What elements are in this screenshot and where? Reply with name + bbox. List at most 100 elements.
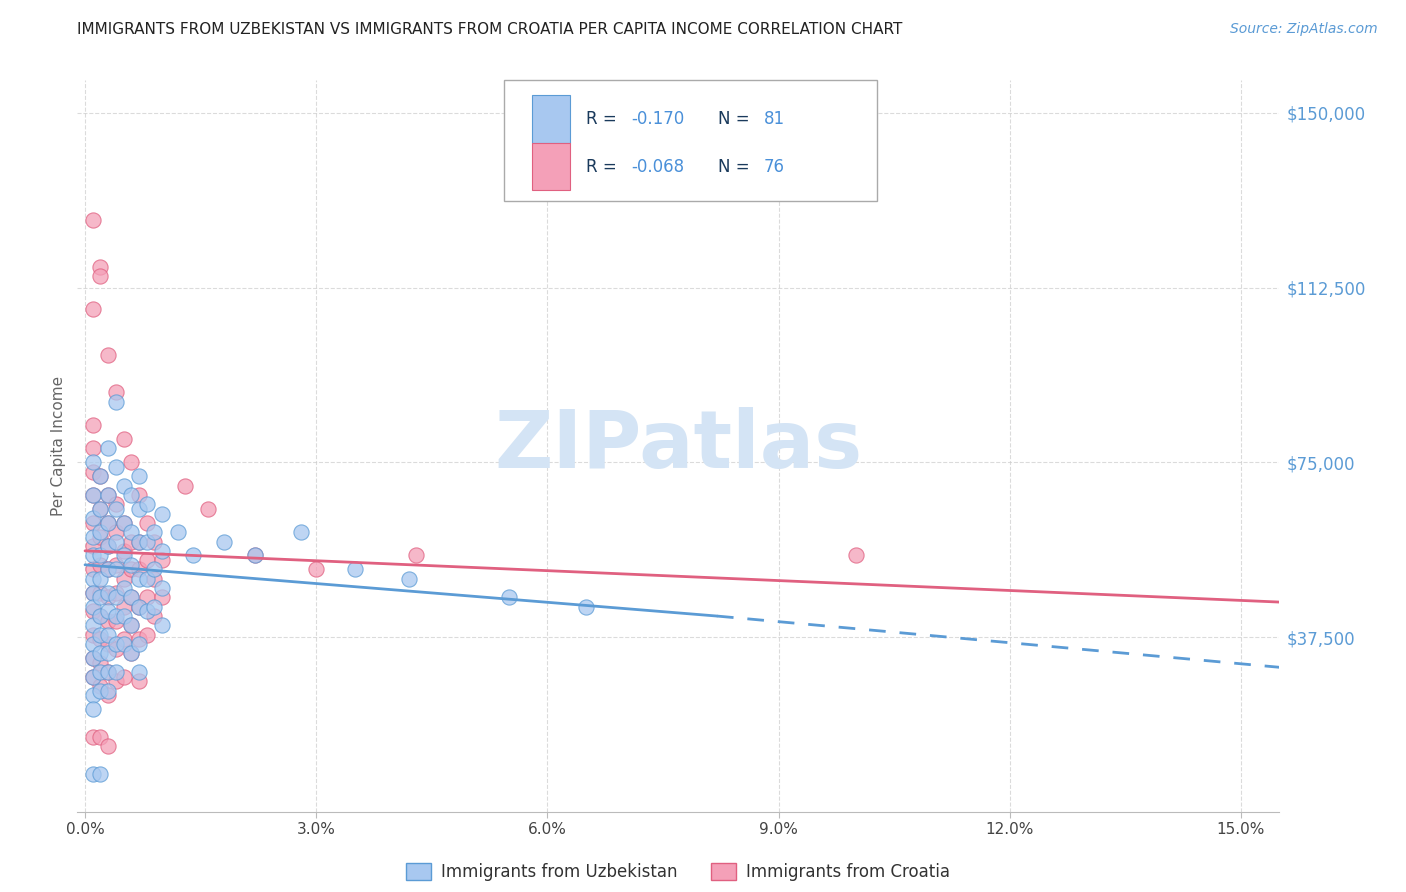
- Point: [82, 442, 104, 456]
- Point: [82, 539, 104, 553]
- Point: [112, 609, 135, 624]
- Point: [112, 549, 135, 563]
- Point: [120, 534, 142, 549]
- Point: [128, 572, 150, 586]
- Point: [89, 628, 111, 642]
- Point: [128, 534, 150, 549]
- Point: [112, 516, 135, 530]
- Point: [89, 502, 111, 516]
- Point: [243, 549, 266, 563]
- Point: [166, 525, 188, 540]
- Point: [97, 604, 120, 618]
- Point: [104, 674, 127, 689]
- Point: [128, 632, 150, 647]
- Point: [89, 586, 111, 600]
- Point: [89, 502, 111, 516]
- Point: [128, 534, 150, 549]
- Point: [89, 665, 111, 679]
- Point: [97, 628, 120, 642]
- Point: [89, 609, 111, 624]
- Point: [290, 525, 312, 540]
- Point: [135, 534, 157, 549]
- Point: [120, 618, 142, 632]
- Point: [82, 488, 104, 502]
- Point: [97, 591, 120, 605]
- Point: [128, 599, 150, 614]
- Point: [82, 530, 104, 544]
- Point: [135, 553, 157, 567]
- Point: [97, 688, 120, 702]
- Point: [150, 544, 173, 558]
- Point: [89, 268, 111, 283]
- Point: [135, 604, 157, 618]
- Point: [104, 525, 127, 540]
- FancyBboxPatch shape: [505, 80, 877, 201]
- Point: [112, 599, 135, 614]
- Point: [89, 469, 111, 483]
- Point: [305, 562, 328, 576]
- Point: [104, 591, 127, 605]
- Point: [89, 679, 111, 693]
- Point: [82, 465, 104, 479]
- Point: [89, 572, 111, 586]
- Point: [112, 516, 135, 530]
- Point: [89, 609, 111, 624]
- Point: [82, 702, 104, 716]
- Point: [97, 586, 120, 600]
- Point: [97, 442, 120, 456]
- Point: [104, 534, 127, 549]
- Point: [120, 488, 142, 502]
- Point: [82, 488, 104, 502]
- Point: [135, 628, 157, 642]
- Point: [120, 591, 142, 605]
- Text: N =: N =: [718, 158, 755, 176]
- Point: [82, 549, 104, 563]
- Point: [128, 665, 150, 679]
- Point: [97, 562, 120, 576]
- Point: [104, 641, 127, 656]
- Text: -0.068: -0.068: [631, 158, 685, 176]
- Point: [89, 469, 111, 483]
- Point: [82, 637, 104, 651]
- Point: [82, 688, 104, 702]
- Point: [112, 670, 135, 684]
- Text: -0.170: -0.170: [631, 110, 685, 128]
- Point: [104, 637, 127, 651]
- Point: [135, 591, 157, 605]
- Point: [82, 572, 104, 586]
- Point: [97, 348, 120, 362]
- Point: [89, 632, 111, 647]
- FancyBboxPatch shape: [531, 143, 571, 190]
- Point: [89, 767, 111, 781]
- Point: [82, 628, 104, 642]
- Point: [143, 562, 166, 576]
- Point: [143, 599, 166, 614]
- Point: [104, 609, 127, 624]
- Text: 76: 76: [763, 158, 785, 176]
- Point: [104, 394, 127, 409]
- Point: [143, 572, 166, 586]
- Point: [89, 683, 111, 698]
- Point: [104, 614, 127, 628]
- Point: [97, 539, 120, 553]
- Point: [405, 549, 427, 563]
- Point: [150, 581, 173, 595]
- Point: [150, 591, 173, 605]
- Point: [97, 539, 120, 553]
- Point: [104, 665, 127, 679]
- Point: [82, 604, 104, 618]
- Point: [82, 618, 104, 632]
- Point: [120, 591, 142, 605]
- Point: [89, 591, 111, 605]
- Y-axis label: Per Capita Income: Per Capita Income: [51, 376, 66, 516]
- Point: [120, 558, 142, 572]
- Point: [135, 516, 157, 530]
- Point: [112, 432, 135, 446]
- Point: [128, 674, 150, 689]
- Text: Source: ZipAtlas.com: Source: ZipAtlas.com: [1230, 22, 1378, 37]
- Point: [112, 478, 135, 492]
- Text: R =: R =: [586, 110, 621, 128]
- Point: [89, 730, 111, 744]
- Point: [82, 511, 104, 525]
- Point: [181, 549, 204, 563]
